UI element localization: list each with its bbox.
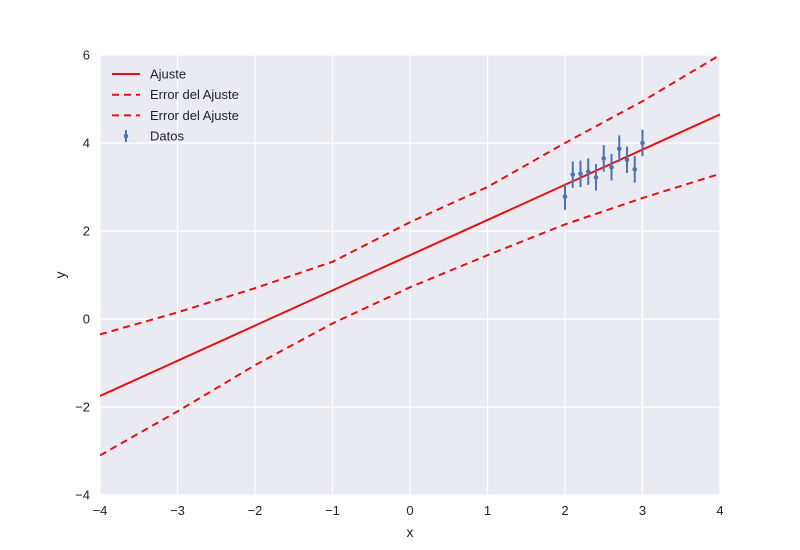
y-tick-label: 0 [83, 312, 90, 327]
data-point [562, 194, 568, 199]
y-tick-label: 4 [83, 136, 90, 151]
data-point [624, 157, 630, 163]
x-tick-label: −4 [93, 503, 108, 518]
tick-labels: −4 −3 −2 −1 0 1 2 3 4 −4 −2 0 2 4 6 [75, 48, 723, 519]
data-point [609, 164, 614, 170]
fit-line [100, 113, 720, 397]
x-tick-label: 4 [716, 503, 723, 518]
data-points [562, 129, 645, 210]
legend-marker-datos-point [123, 133, 129, 139]
data-point [632, 167, 638, 172]
data-point [601, 156, 607, 161]
x-tick-label: −1 [325, 503, 340, 518]
grid-lines [99, 54, 721, 496]
y-axis-label: y [52, 272, 68, 279]
data-point [593, 175, 599, 180]
fit-error-line [100, 172, 720, 457]
legend-label: Error del Ajuste [150, 108, 239, 123]
y-tick-label: −2 [75, 400, 90, 415]
fit-lines [100, 55, 720, 457]
x-tick-label: 1 [484, 503, 491, 518]
data-point [585, 169, 591, 174]
fit-error-line [100, 55, 720, 336]
data-point [570, 172, 576, 177]
legend-label: Error del Ajuste [150, 87, 239, 102]
x-tick-label: −3 [170, 503, 185, 518]
legend: Ajuste Error del Ajuste Error del Ajuste Da… [112, 67, 239, 144]
x-tick-label: 0 [406, 503, 413, 518]
y-tick-label: 2 [83, 224, 90, 239]
y-tick-label: 6 [83, 48, 90, 63]
data-point [578, 171, 583, 177]
legend-label: Datos [150, 129, 184, 144]
legend-label: Ajuste [150, 67, 186, 82]
x-tick-label: 2 [561, 503, 568, 518]
data-point [616, 146, 622, 152]
x-axis-label: x [407, 524, 414, 540]
x-tick-label: −2 [248, 503, 263, 518]
data-point [640, 140, 645, 146]
x-tick-label: 3 [639, 503, 646, 518]
y-tick-label: −4 [75, 488, 90, 503]
